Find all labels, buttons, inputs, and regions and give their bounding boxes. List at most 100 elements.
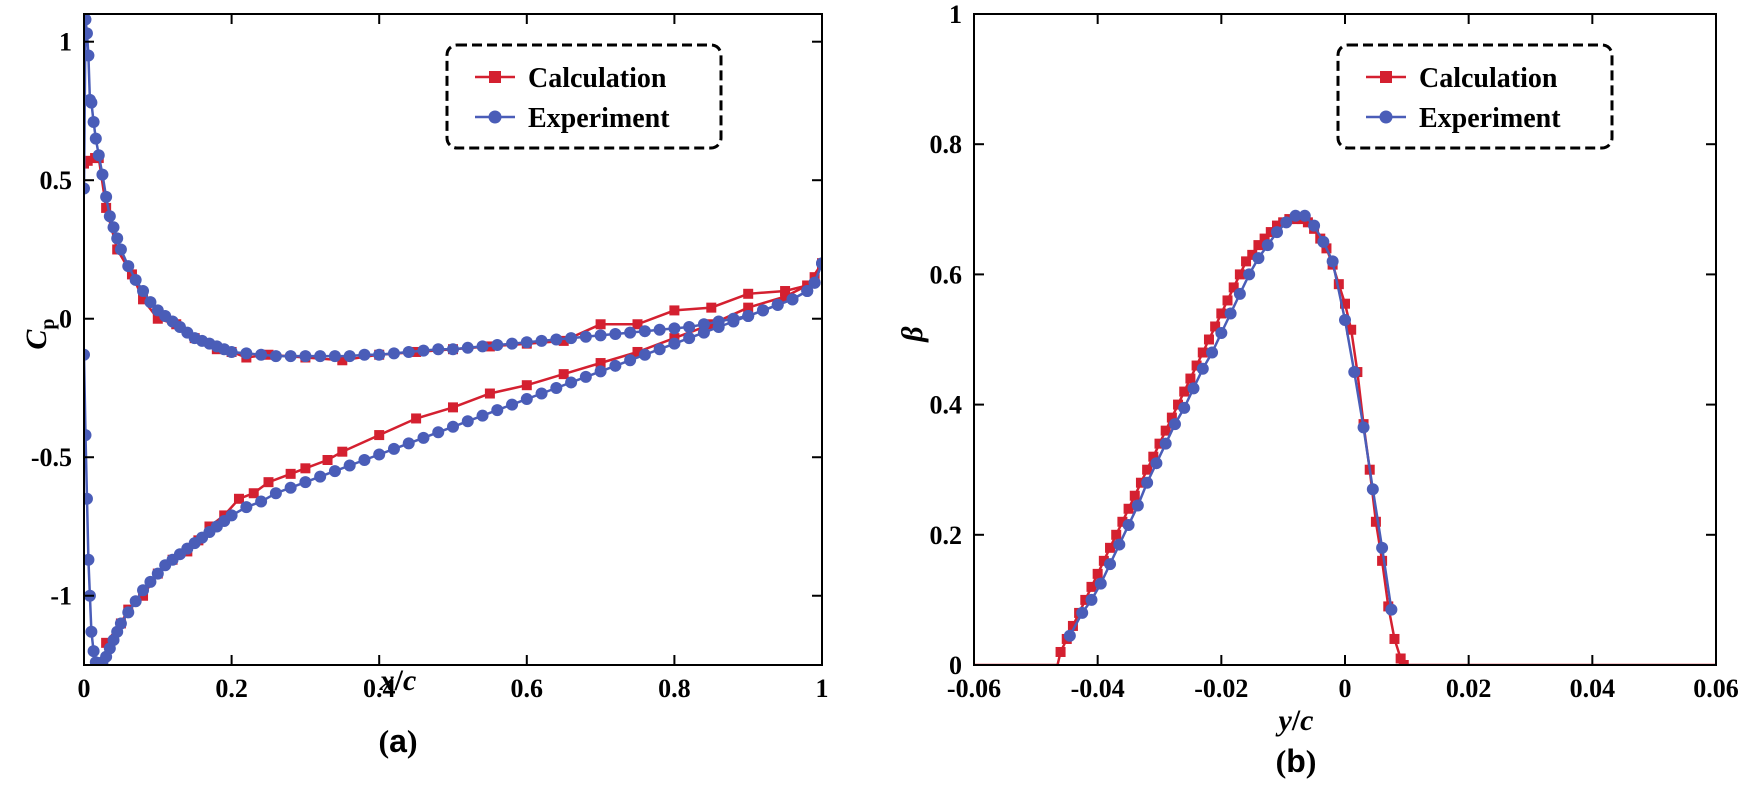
- panel-b-calculation-0-point: [1395, 653, 1406, 664]
- panel-a-experiment-3-point: [520, 393, 533, 406]
- panel-b-experiment-1-point: [1308, 219, 1321, 232]
- panel-b-ylabel: β: [896, 326, 929, 343]
- panel-a-calculation-0-point: [84, 155, 93, 166]
- panel-a-ytick-label: -0.5: [31, 443, 72, 472]
- panel-a-experiment-3-point: [373, 448, 386, 461]
- panel-a-experiment-2-point: [96, 168, 109, 181]
- panel-b-calculation-0-point: [1092, 568, 1103, 579]
- panel-b-experiment-1-point: [1076, 606, 1089, 619]
- panel-a-calculation-0-point: [595, 319, 606, 330]
- panel-a-experiment-3-point: [638, 348, 651, 361]
- panel-a-experiment-2-point: [85, 96, 98, 109]
- panel-b-experiment-1-point: [1063, 629, 1076, 642]
- panel-a-legend: Calculation Experiment: [445, 43, 723, 150]
- panel-a-series-group: [84, 14, 822, 665]
- panel-a-calculation-0-point: [632, 319, 643, 330]
- panel-b-calculation-0-point: [1247, 249, 1258, 260]
- panel-a-experiment-2-point: [343, 350, 356, 363]
- panel-b-experiment-1-point: [1326, 255, 1339, 268]
- panel-b-experiment-1-point: [1131, 499, 1144, 512]
- panel-a-experiment-3-point: [343, 459, 356, 472]
- panel-b-calculation-0-point: [1148, 451, 1159, 462]
- panel-b-calculation-0-point: [1377, 555, 1388, 566]
- panel-a-experiment-3-point: [269, 487, 282, 500]
- panel-a-ytick-label: -1: [50, 582, 72, 611]
- panel-a-experiment-2-point: [520, 336, 533, 349]
- panel-a-experiment-2-point: [535, 334, 548, 347]
- panel-b-calculation-0-point: [1210, 321, 1221, 332]
- panel-b-calculation-0-point: [1340, 298, 1350, 309]
- panel-a-experiment-2-point: [225, 345, 238, 358]
- panel-a-experiment-3-point: [129, 595, 142, 608]
- panel-b-experiment-1-line: [1068, 214, 1393, 637]
- panel-a-legend-exp-marker: [488, 110, 502, 124]
- panel-a-experiment-2-point: [594, 329, 607, 342]
- panel-a-frame: [83, 13, 823, 666]
- panel-a-experiment-2-point: [100, 190, 113, 203]
- panel-a-calculation-1-point: [322, 455, 333, 466]
- panel-a-experiment-2-point: [89, 132, 102, 145]
- panel-a-experiment-3-point: [387, 442, 400, 455]
- panel-a-experiment-2-point: [144, 296, 157, 309]
- panel-b-experiment-1-point: [1252, 252, 1265, 265]
- panel-a-calculation-1-point: [300, 463, 311, 474]
- panel-b-experiment-1-point: [1270, 226, 1283, 239]
- panel-b-experiment-1-point: [1339, 313, 1351, 326]
- panel-a-calculation-1-point: [411, 413, 422, 424]
- panel-a-calculation-0-point: [669, 305, 680, 316]
- panel-a-experiment-2-point: [668, 322, 681, 335]
- panel-a-xtick-label: 0.6: [511, 674, 544, 703]
- panel-b-xtick-label: 0.02: [1446, 674, 1492, 703]
- panel-a-experiment-3-point: [756, 304, 769, 317]
- panel-a-legend-box: [445, 43, 723, 150]
- panel-a-experiment-2-point: [373, 348, 386, 361]
- panel-b-calculation-0-point: [1123, 503, 1134, 514]
- panel-a-experiment-3-point: [151, 567, 164, 580]
- panel-a-caption: (a): [378, 723, 417, 759]
- panel-b-experiment-1-point: [1178, 401, 1191, 414]
- panel-a-experiment-2-point: [269, 350, 282, 363]
- panel-a-calculation-0-point: [743, 288, 754, 299]
- panel-b-experiment-1-point: [1385, 603, 1398, 616]
- panel-a-xtick-label: 0.4: [363, 674, 396, 703]
- panel-a-ytick-label: 0: [59, 305, 72, 334]
- panel-a-calculation-1-point: [780, 291, 791, 302]
- panel-b-legend: Calculation Experiment: [1336, 43, 1614, 150]
- panel-a-calculation-1-point: [285, 468, 296, 479]
- panel-a-experiment-3-point: [417, 431, 430, 444]
- panel-a-experiment-3-point: [742, 309, 755, 322]
- panel-a-experiment-3-point: [624, 354, 637, 367]
- panel-b-calculation-0-point: [1135, 477, 1146, 488]
- panel-b-experiment-1-point: [1280, 216, 1293, 229]
- panel-a-experiment-3-point: [535, 387, 548, 400]
- panel-b-calculation-0-point: [1259, 233, 1270, 244]
- panel-a-experiment-2-point: [314, 350, 327, 363]
- panel-b-calculation-0-point: [1055, 646, 1066, 657]
- panel-b-experiment-1-point: [1187, 382, 1200, 395]
- panel-a-calculation-1-point: [248, 488, 259, 499]
- panel-a-experiment-3-point: [87, 645, 100, 658]
- panel-a-experiment-3-point: [579, 370, 592, 383]
- panel-a-experiment-2-point: [122, 260, 135, 273]
- panel-a-experiment-3-point: [668, 337, 681, 350]
- panel-b-calculation-0-point: [1129, 490, 1140, 501]
- panel-b-experiment-1-point: [1261, 239, 1274, 252]
- panel-b-experiment-1-point: [1289, 209, 1302, 222]
- panel-a-calculation-0-point: [706, 302, 717, 313]
- panel-a-xlabel: x/c: [379, 664, 417, 697]
- panel-b-experiment-1-point: [1150, 457, 1163, 470]
- panel-b-experiment-1-point: [1298, 209, 1311, 222]
- panel-a-experiment-3-point: [808, 276, 821, 289]
- panel-a-experiment-2-point: [92, 149, 105, 162]
- panel-a-experiment-3-point: [122, 606, 135, 619]
- panel-a-experiment-3-point: [801, 285, 814, 298]
- panel-b-experiment-1-point: [1376, 541, 1389, 554]
- panel-b-legend-calc-marker: [1380, 71, 1392, 83]
- panel-a-experiment-2-point: [432, 343, 445, 356]
- panel-b-calculation-0-point: [1253, 240, 1264, 251]
- panel-a-experiment-2-point: [476, 340, 489, 353]
- panel-a-experiment-2-point: [624, 326, 637, 339]
- panel-b-experiment-1-point: [1094, 577, 1107, 590]
- panel-b-calculation-0-point: [1333, 279, 1344, 290]
